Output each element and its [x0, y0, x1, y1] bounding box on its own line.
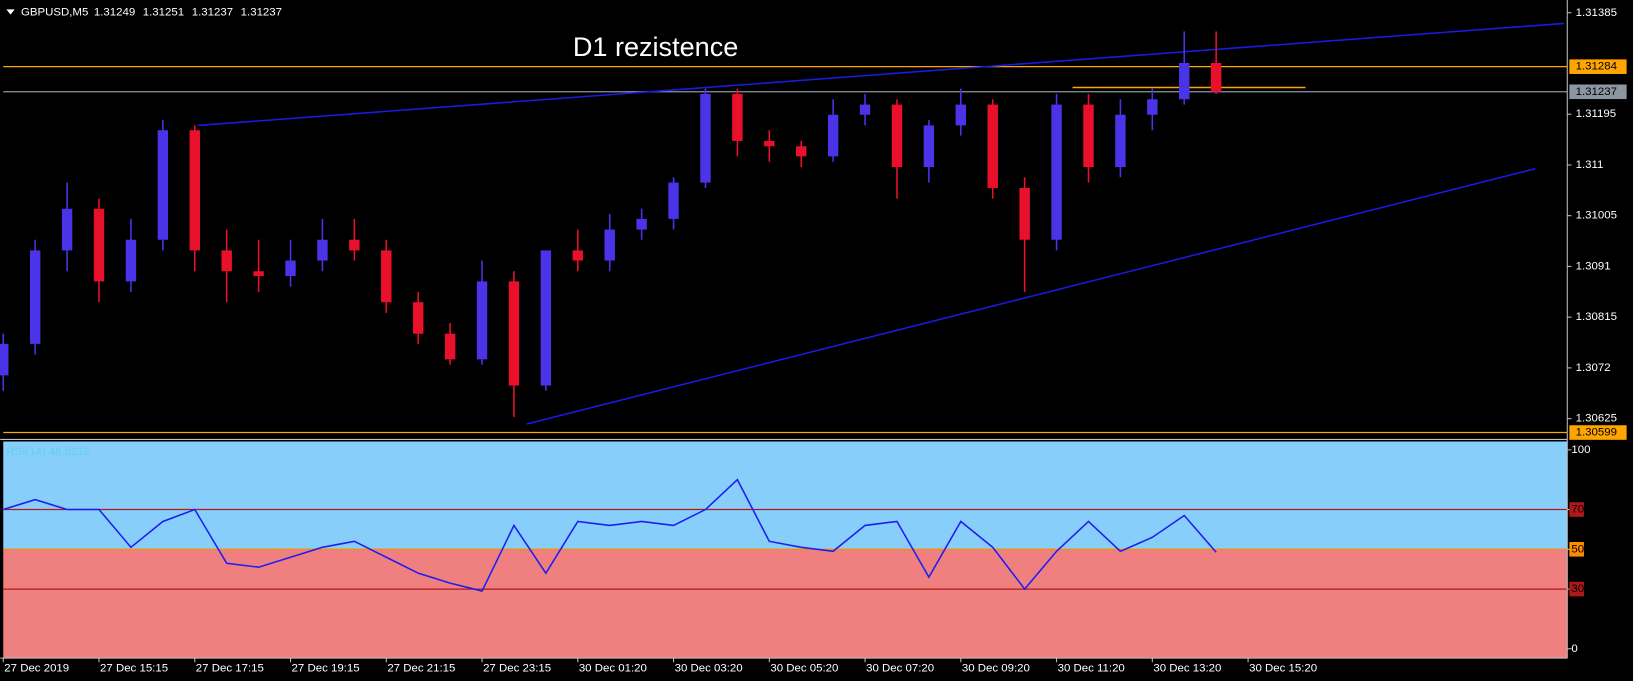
y-tick-label: 1.31385 [1576, 7, 1617, 19]
rsi-line [3, 478, 1217, 592]
y-tick-label: 1.31005 [1576, 210, 1617, 222]
close-price: 1.31237 [241, 7, 282, 19]
rsi-background [3, 441, 1568, 659]
trend-line [197, 22, 1565, 127]
candle-body [93, 208, 105, 282]
candle-body [1019, 187, 1030, 240]
level-box [1569, 581, 1584, 597]
candle-body [1051, 104, 1062, 240]
candle-body [29, 250, 41, 344]
candle-body [476, 281, 488, 360]
x-tick-label: 30 Dec 11:20 [1058, 663, 1125, 675]
candle-body [253, 271, 264, 277]
symbol: GBPUSD,M5 [21, 7, 88, 19]
candle-body [1083, 104, 1094, 168]
candle-body [221, 250, 232, 272]
y-tick-label: 70 [1571, 504, 1584, 516]
price-panel [0, 22, 1568, 434]
x-tick-label: 30 Dec 03:20 [675, 663, 743, 675]
level-box [1569, 502, 1584, 517]
x-tick-label: 30 Dec 13:20 [1153, 663, 1221, 675]
rsi-title: RSI(14) 48.5212 [6, 446, 90, 458]
candle-body [987, 104, 998, 188]
candle-body [572, 250, 583, 261]
candle-body [700, 93, 711, 183]
y-tick-label: 1.31195 [1576, 108, 1617, 120]
candle-body [189, 130, 200, 251]
x-tick-label: 27 Dec 2019 [4, 663, 69, 675]
candle-body [604, 229, 615, 261]
x-tick-label: 30 Dec 05:20 [770, 663, 838, 675]
x-tick-label: 30 Dec 09:20 [962, 663, 1030, 675]
y-tick-label: 1.30815 [1576, 311, 1617, 323]
x-tick-label: 27 Dec 15:15 [100, 663, 168, 675]
candle-body [157, 130, 169, 240]
high-price: 1.31251 [143, 7, 184, 19]
candle-body [796, 146, 807, 157]
annotation: D1 rezistence [573, 31, 738, 62]
candle-body [1147, 99, 1158, 115]
level-box [1569, 542, 1584, 557]
x-tick-label: 27 Dec 19:15 [292, 663, 360, 675]
candle-body [540, 250, 552, 386]
candle-body [412, 302, 424, 334]
x-tick-label: 27 Dec 17:15 [196, 663, 264, 675]
dropdown-icon[interactable] [6, 9, 15, 15]
y-tick-label: 1.3072 [1576, 362, 1611, 374]
candle-body [125, 239, 137, 282]
candle-body [381, 250, 392, 303]
rsi-zone-upper [3, 441, 1568, 550]
y-tick-label: 1.3091 [1576, 260, 1611, 272]
price-box-label: 1.31237 [1576, 86, 1617, 98]
x-tick-label: 30 Dec 07:20 [866, 663, 934, 675]
candle-body [349, 239, 360, 251]
candle-body [859, 104, 871, 115]
candle-body [891, 104, 903, 168]
price-box [1569, 84, 1627, 100]
candle-body [636, 218, 647, 230]
rsi-zone-lower [3, 549, 1568, 659]
candle-body [285, 260, 296, 277]
candle-body [923, 125, 935, 168]
x-tick-label: 30 Dec 01:20 [579, 663, 647, 675]
y-tick-label: 0 [1571, 643, 1577, 655]
y-tick-label: 1.311 [1576, 159, 1604, 171]
price-box [1569, 59, 1627, 74]
x-tick-label: 27 Dec 21:15 [387, 663, 455, 675]
x-tick-label: 30 Dec 15:20 [1249, 663, 1317, 675]
rsi-panel [3, 478, 1568, 592]
candle-body [1179, 62, 1190, 100]
candle-body [1210, 62, 1222, 92]
candle-body [764, 140, 775, 147]
candle-body [317, 239, 328, 261]
low-price: 1.31237 [192, 7, 233, 19]
price-box-label: 1.31284 [1576, 61, 1618, 73]
price-box-label: 1.30599 [1576, 427, 1617, 439]
x-tick-label: 27 Dec 23:15 [483, 663, 551, 675]
price-box [1569, 425, 1627, 440]
candle-body [0, 343, 9, 376]
candle-body [668, 182, 679, 219]
open-price: 1.31249 [94, 7, 135, 19]
candle-body [827, 114, 839, 157]
y-tick-label: 30 [1571, 583, 1584, 595]
y-tick-label: 1.30625 [1576, 413, 1617, 425]
candle-body [1115, 114, 1126, 168]
candle-body [444, 333, 456, 360]
trend-line [526, 167, 1536, 425]
candle-body [61, 208, 73, 251]
y-tick-label: 100 [1571, 444, 1590, 456]
candle-body [955, 104, 967, 126]
y-tick-label: 50 [1571, 543, 1584, 555]
candle-body [732, 93, 743, 141]
candle-body [508, 281, 520, 386]
